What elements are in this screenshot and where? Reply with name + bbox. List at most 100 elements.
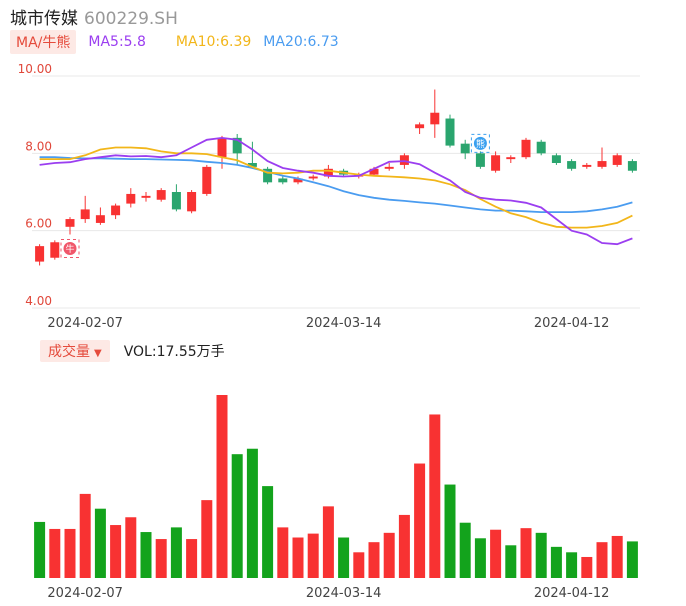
candle-body [506,157,516,160]
candle-body [278,178,288,183]
candle-body [627,161,637,171]
volume-bar [444,484,456,578]
y-tick-label: 8.00 [25,139,52,153]
candle-body [232,137,242,154]
candle-body [293,178,303,183]
volume-bar [49,528,61,578]
candle-body [126,193,136,204]
dropdown-arrow-icon: ▼ [94,348,102,359]
volume-bar [170,527,182,578]
candle-body [551,155,561,163]
bull-marker-icon [63,242,77,256]
ma-legend: MA/牛熊 MA5:5.8 MA10:6.39 MA20:6.73 [10,30,339,54]
volume-bar [566,552,578,578]
candle-body [65,219,75,227]
candle-body [80,209,90,220]
y-tick-label: 10.00 [18,62,52,76]
volume-bar [474,538,486,578]
volume-bar [322,506,334,578]
bear-marker-icon [473,136,487,150]
ma10-line [39,146,633,229]
candle-body [521,139,531,158]
candle-body [460,143,470,154]
stock-name: 城市传媒 [10,9,78,29]
candle-body [171,192,181,210]
volume-bar [246,448,258,578]
volume-bar [611,535,623,578]
candle-body [445,118,455,146]
x-tick-label: 2024-04-12 [534,316,610,331]
bear-marker-frame [470,133,490,153]
volume-bar [140,532,152,578]
candle-body [50,242,60,258]
ma5-line [39,136,633,246]
volume-bar [262,486,274,578]
x-tick-label: 2024-02-07 [47,316,123,331]
volume-bar [581,556,593,578]
candle-body [141,195,151,198]
candle-body [202,166,212,194]
volume-bar [520,528,532,578]
volume-bar [186,539,198,578]
volume-bar [626,541,638,578]
candle-body [187,192,197,212]
candle-body [263,168,273,183]
volume-bar [64,528,76,578]
volume-bar [216,395,228,578]
volume-bar [398,514,410,578]
volume-x-tick-label: 2024-02-07 [47,586,123,601]
candle-body [612,155,622,165]
volume-bar [596,542,608,578]
volume-bar [125,517,137,578]
volume-bar [550,546,562,578]
volume-bar [414,463,426,578]
candle-body [475,153,485,167]
y-tick-label: 4.00 [25,294,52,308]
ma20-legend: MA20:6.73 [263,34,339,50]
candle-body [247,163,257,167]
candle-body [308,176,318,179]
volume-bar [110,525,122,578]
volume-bar [368,542,380,578]
volume-bar [34,521,46,578]
candle-body [217,137,227,158]
candle-body [369,168,379,175]
volume-bar [459,522,471,578]
bull-marker-label: 牛 [65,243,74,255]
bear-marker-label: 熊 [476,138,485,150]
volume-tag-label: 成交量 [48,344,90,360]
ma5-legend: MA5:5.8 [88,34,146,50]
ma10-legend: MA10:6.39 [175,34,252,50]
volume-bar [307,533,319,578]
volume-bar [429,414,441,578]
volume-bar [490,529,502,578]
y-tick-label: 6.00 [25,217,52,231]
stock-title: 城市传媒 600229.SH [10,4,178,29]
volume-bar [353,552,365,578]
volume-bar [383,532,395,578]
volume-bar [94,508,106,578]
candle-body [597,161,607,167]
candle-body [35,246,45,262]
volume-legend: 成交量 ▼ VOL:17.55万手 [40,340,225,362]
x-tick-label: 2024-03-14 [306,316,382,331]
candle-body [582,164,592,167]
volume-bar [338,537,350,578]
candle-body [567,161,577,169]
candle-body [399,155,409,165]
candle-body [536,141,546,154]
volume-bar [79,493,91,578]
candle-body [323,168,333,177]
candle-body [415,124,425,129]
volume-indicator-selector[interactable]: 成交量 ▼ [40,340,110,362]
volume-bar [201,500,213,578]
volume-bar [277,527,289,578]
stock-code: 600229.SH [84,9,178,29]
candle-body [384,166,394,169]
candle-body [491,155,501,171]
candle-body [430,112,440,125]
volume-bar [505,545,517,578]
ma-indicator-selector[interactable]: MA/牛熊 [10,30,77,54]
ma20-line [39,156,633,213]
